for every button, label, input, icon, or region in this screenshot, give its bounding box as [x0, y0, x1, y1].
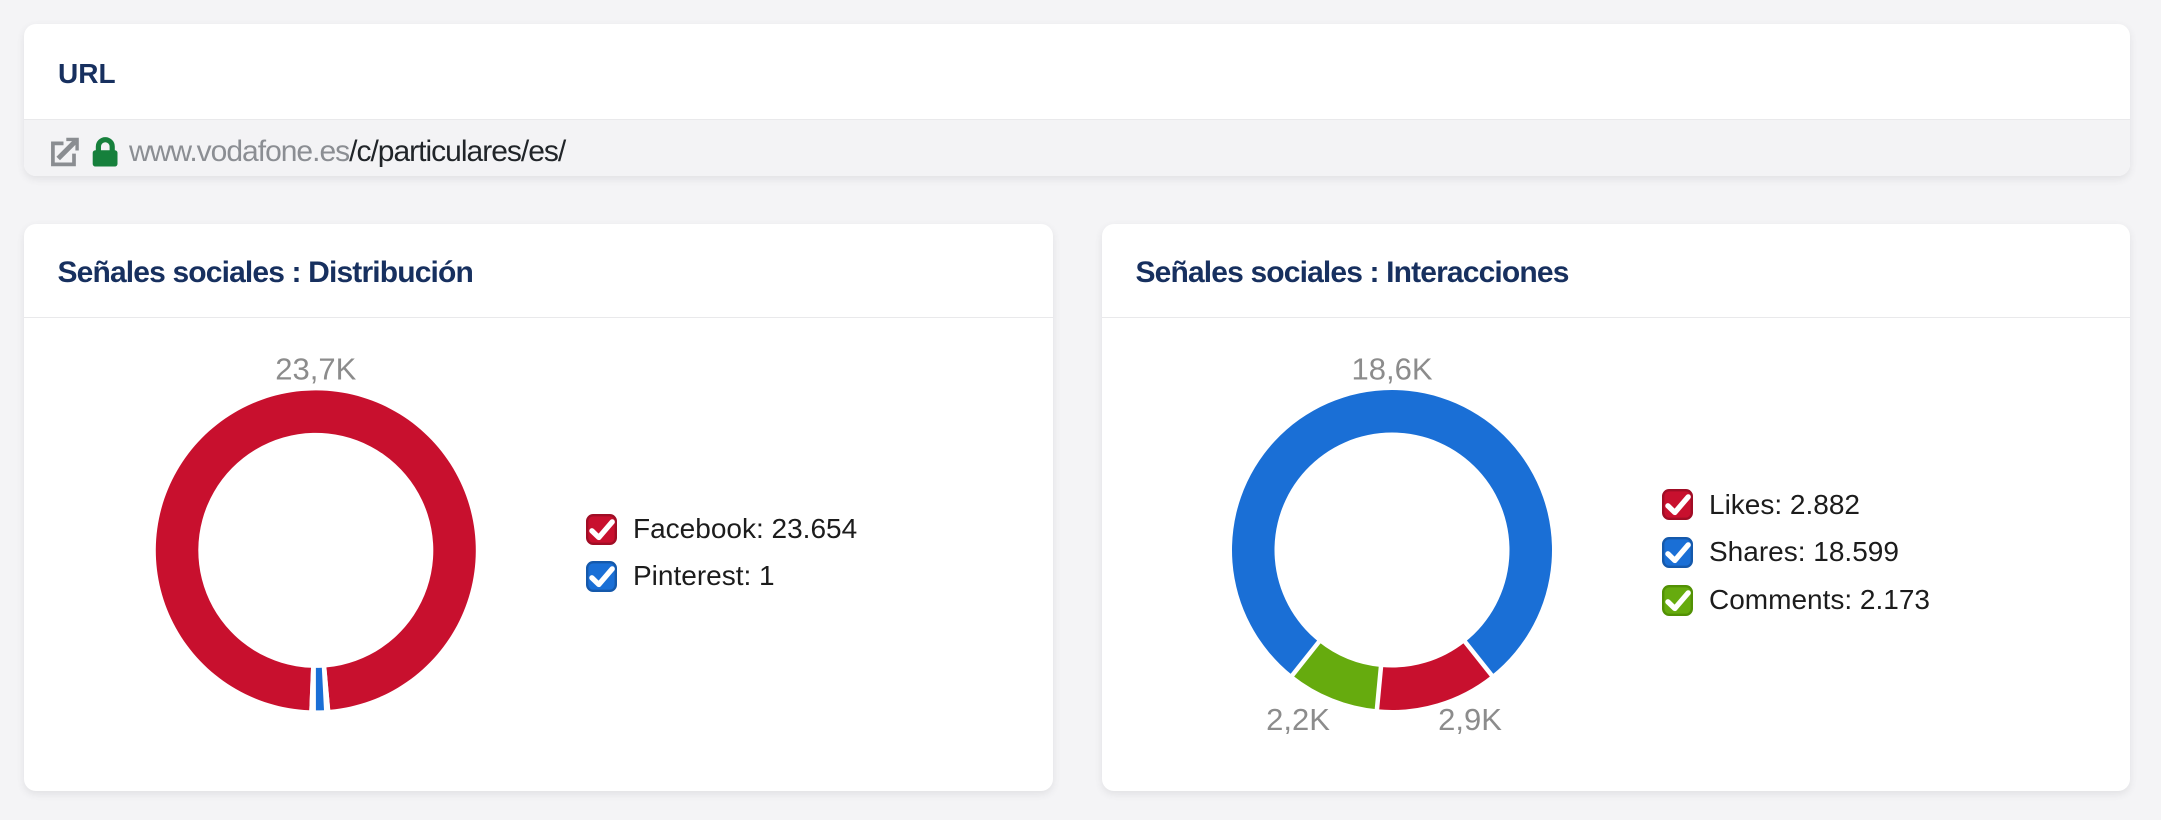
svg-text:18,6K: 18,6K [1351, 352, 1432, 387]
svg-text:2,9K: 2,9K [1438, 702, 1502, 737]
svg-text:23,7K: 23,7K [275, 352, 356, 387]
svg-text:2,2K: 2,2K [1266, 702, 1330, 737]
